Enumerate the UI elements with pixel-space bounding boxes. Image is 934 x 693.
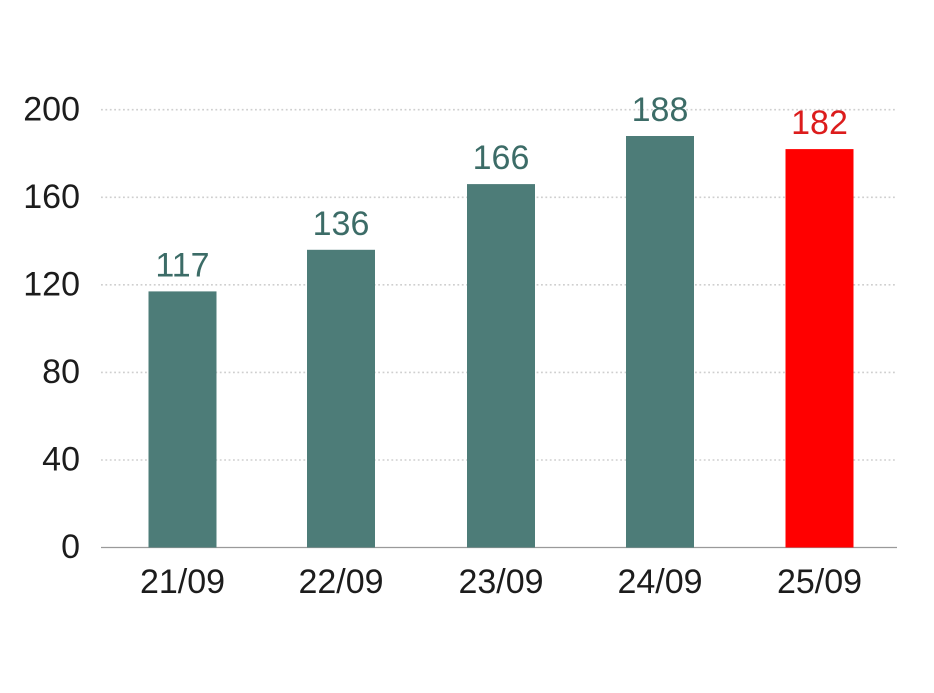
- svg-text:0: 0: [61, 528, 80, 566]
- svg-text:40: 40: [42, 441, 80, 479]
- svg-text:25/09: 25/09: [777, 563, 862, 601]
- svg-text:182: 182: [791, 104, 848, 142]
- svg-text:24/09: 24/09: [617, 563, 702, 601]
- svg-text:136: 136: [313, 205, 370, 243]
- svg-text:117: 117: [155, 246, 209, 284]
- svg-text:200: 200: [23, 91, 80, 129]
- svg-text:166: 166: [473, 139, 530, 177]
- svg-text:160: 160: [23, 178, 80, 216]
- svg-text:22/09: 22/09: [298, 563, 383, 601]
- svg-text:120: 120: [23, 266, 80, 304]
- svg-text:80: 80: [42, 353, 80, 391]
- svg-text:21/09: 21/09: [140, 563, 225, 601]
- svg-text:23/09: 23/09: [458, 563, 543, 601]
- svg-text:188: 188: [632, 91, 689, 129]
